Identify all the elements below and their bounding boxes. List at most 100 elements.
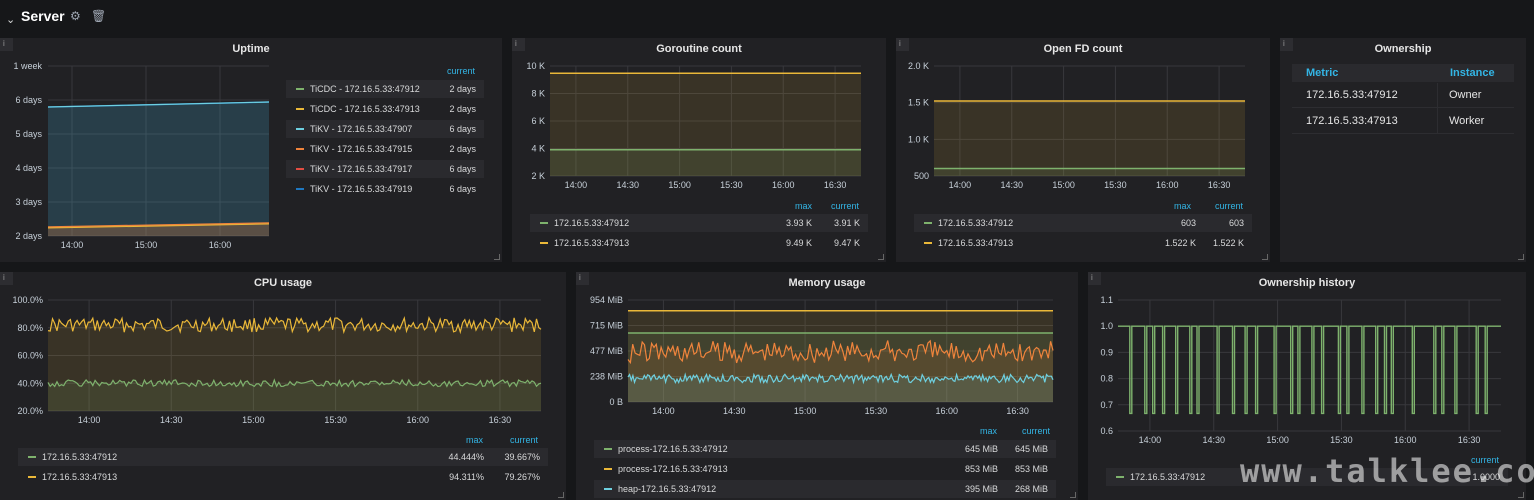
legend-series-name[interactable]: 172.16.5.33:47913 xyxy=(554,238,630,248)
legend-row[interactable]: 172.16.5.33:47913 9.49 K 9.47 K xyxy=(530,234,868,252)
legend-series-name[interactable]: 172.16.5.33:47912 xyxy=(554,218,630,228)
legend-swatch[interactable] xyxy=(1116,476,1124,478)
legend-series-name[interactable]: heap-172.16.5.33:47912 xyxy=(618,484,717,494)
legend-series-name[interactable]: 172.16.5.33:47912 xyxy=(938,218,1014,228)
legend-row[interactable]: process-172.16.5.33:47913 853 MiB 853 MiB xyxy=(594,460,1056,478)
legend-row[interactable]: TiKV - 172.16.5.33:47907 6 days xyxy=(286,120,484,138)
info-icon[interactable]: i xyxy=(1088,272,1101,285)
legend-header-max[interactable]: max xyxy=(980,426,998,436)
x-tick-label: 14:30 xyxy=(160,415,183,425)
resize-handle[interactable] xyxy=(558,492,564,498)
legend-swatch[interactable] xyxy=(296,128,304,130)
legend-current-value: 79.267% xyxy=(504,472,540,482)
legend-swatch[interactable] xyxy=(28,456,36,458)
info-icon[interactable]: i xyxy=(512,38,525,51)
info-icon[interactable]: i xyxy=(0,272,13,285)
legend-series-name[interactable]: TiCDC - 172.16.5.33:47912 xyxy=(310,84,420,94)
row-title[interactable]: Server xyxy=(21,8,65,24)
panel-title[interactable]: Memory usage xyxy=(788,277,866,289)
legend-row[interactable]: TiCDC - 172.16.5.33:47913 2 days xyxy=(286,100,484,118)
legend-swatch[interactable] xyxy=(604,488,612,490)
panel-title[interactable]: Goroutine count xyxy=(656,43,742,55)
info-icon[interactable]: i xyxy=(576,272,589,285)
info-icon[interactable]: i xyxy=(896,38,909,51)
legend-header-current[interactable]: current xyxy=(510,435,539,445)
openfd-graph[interactable]: 2.0 K 1.5 K 1.0 K 500 14:00 14:30 15:00 15:30 16… xyxy=(896,38,1270,198)
legend-swatch[interactable] xyxy=(540,242,548,244)
column-header-metric[interactable]: Metric xyxy=(1306,67,1339,79)
memory-graph[interactable]: 954 MiB 715 MiB 477 MiB 238 MiB 0 B 14:00 14:3… xyxy=(576,272,1078,422)
panel-title[interactable]: Ownership xyxy=(1374,43,1432,55)
legend-swatch[interactable] xyxy=(296,148,304,150)
legend-swatch[interactable] xyxy=(540,222,548,224)
legend-series-name[interactable]: process-172.16.5.33:47912 xyxy=(618,444,728,454)
legend-row[interactable]: 172.16.5.33:47912 1.0000 xyxy=(1106,468,1508,486)
legend-series-name[interactable]: 172.16.5.33:47913 xyxy=(938,238,1014,248)
legend-series-name[interactable]: TiKV - 172.16.5.33:47919 xyxy=(310,184,413,194)
legend-row[interactable]: TiKV - 172.16.5.33:47915 2 days xyxy=(286,140,484,158)
legend-swatch[interactable] xyxy=(604,448,612,450)
legend-header-max[interactable]: max xyxy=(1174,201,1192,211)
x-tick-label: 14:00 xyxy=(1139,435,1162,445)
legend-header-current[interactable]: current xyxy=(1471,455,1500,465)
legend-max-value: 44.444% xyxy=(448,452,484,462)
y-tick-label: 0 B xyxy=(609,397,623,407)
uptime-graph[interactable]: 1 week 6 days 5 days 4 days 3 days 2 days 14:0… xyxy=(0,38,280,260)
ownership-history-graph[interactable]: 1.1 1.0 0.9 0.8 0.7 0.6 14:00 14:30 15:00 15:30 16… xyxy=(1088,272,1526,447)
legend-row[interactable]: 172.16.5.33:47912 3.93 K 3.91 K xyxy=(530,214,868,232)
chevron-down-icon[interactable]: ⌄ xyxy=(6,14,16,26)
legend-swatch[interactable] xyxy=(296,108,304,110)
legend-swatch[interactable] xyxy=(924,222,932,224)
legend-row[interactable]: 172.16.5.33:47913 1.522 K 1.522 K xyxy=(914,234,1252,252)
column-header-instance[interactable]: Instance xyxy=(1450,67,1495,79)
legend-series-name[interactable]: TiKV - 172.16.5.33:47917 xyxy=(310,164,413,174)
series-6days-fill2 xyxy=(48,102,269,236)
legend-swatch[interactable] xyxy=(924,242,932,244)
resize-handle[interactable] xyxy=(1518,254,1524,260)
legend-swatch[interactable] xyxy=(604,468,612,470)
legend-swatch[interactable] xyxy=(28,476,36,478)
legend-row[interactable]: 172.16.5.33:47913 94.311% 79.267% xyxy=(18,468,548,486)
legend-series-name[interactable]: TiCDC - 172.16.5.33:47913 xyxy=(310,104,420,114)
panel-title[interactable]: Ownership history xyxy=(1258,277,1356,289)
legend-header-max[interactable]: max xyxy=(466,435,484,445)
resize-handle[interactable] xyxy=(494,254,500,260)
info-icon[interactable]: i xyxy=(0,38,13,51)
info-icon[interactable]: i xyxy=(1280,38,1293,51)
legend-header-max[interactable]: max xyxy=(795,201,813,211)
legend-row[interactable]: heap-172.16.5.33:47912 395 MiB 268 MiB xyxy=(594,480,1056,498)
goroutine-graph[interactable]: 10 K 8 K 6 K 4 K 2 K 14:00 14:30 15:00 15:30 16:0… xyxy=(512,38,886,198)
resize-handle[interactable] xyxy=(1262,254,1268,260)
legend-swatch[interactable] xyxy=(296,88,304,90)
legend-row[interactable]: TiCDC - 172.16.5.33:47912 2 days xyxy=(286,80,484,98)
legend-swatch[interactable] xyxy=(296,168,304,170)
legend-header-current[interactable]: current xyxy=(1022,426,1051,436)
legend-row[interactable]: process-172.16.5.33:47912 645 MiB 645 MiB xyxy=(594,440,1056,458)
legend-row[interactable]: TiKV - 172.16.5.33:47917 6 days xyxy=(286,160,484,178)
legend-series-name[interactable]: 172.16.5.33:47912 xyxy=(42,452,118,462)
panel-title[interactable]: CPU usage xyxy=(253,277,313,289)
resize-handle[interactable] xyxy=(1070,492,1076,498)
legend-row[interactable]: 172.16.5.33:47912 44.444% 39.667% xyxy=(18,448,548,466)
legend-header-current[interactable]: current xyxy=(447,66,476,76)
cpu-graph[interactable]: 100.0% 80.0% 60.0% 40.0% 20.0% 14:00 14:30 15:0… xyxy=(0,272,566,432)
resize-handle[interactable] xyxy=(1518,492,1524,498)
gear-icon[interactable]: ⚙ xyxy=(70,9,81,23)
legend-series-name[interactable]: 172.16.5.33:47913 xyxy=(42,472,118,482)
series-47913-fill xyxy=(934,101,1245,176)
panel-title[interactable]: Open FD count xyxy=(1043,43,1123,55)
legend-series-name[interactable]: 172.16.5.33:47912 xyxy=(1130,472,1206,482)
legend-header-current[interactable]: current xyxy=(831,201,860,211)
table-row: 172.16.5.33:47912 Owner xyxy=(1292,83,1514,108)
trash-icon[interactable]: 🗑 xyxy=(91,9,107,23)
resize-handle[interactable] xyxy=(878,254,884,260)
legend-row[interactable]: 172.16.5.33:47912 603 603 xyxy=(914,214,1252,232)
legend-header-current[interactable]: current xyxy=(1215,201,1244,211)
legend-series-name[interactable]: TiKV - 172.16.5.33:47907 xyxy=(310,124,413,134)
legend-row[interactable]: TiKV - 172.16.5.33:47919 6 days xyxy=(286,180,484,198)
panel-title[interactable]: Uptime xyxy=(232,43,270,55)
legend-series-name[interactable]: process-172.16.5.33:47913 xyxy=(618,464,728,474)
legend-swatch[interactable] xyxy=(296,188,304,190)
legend-series-name[interactable]: TiKV - 172.16.5.33:47915 xyxy=(310,144,413,154)
